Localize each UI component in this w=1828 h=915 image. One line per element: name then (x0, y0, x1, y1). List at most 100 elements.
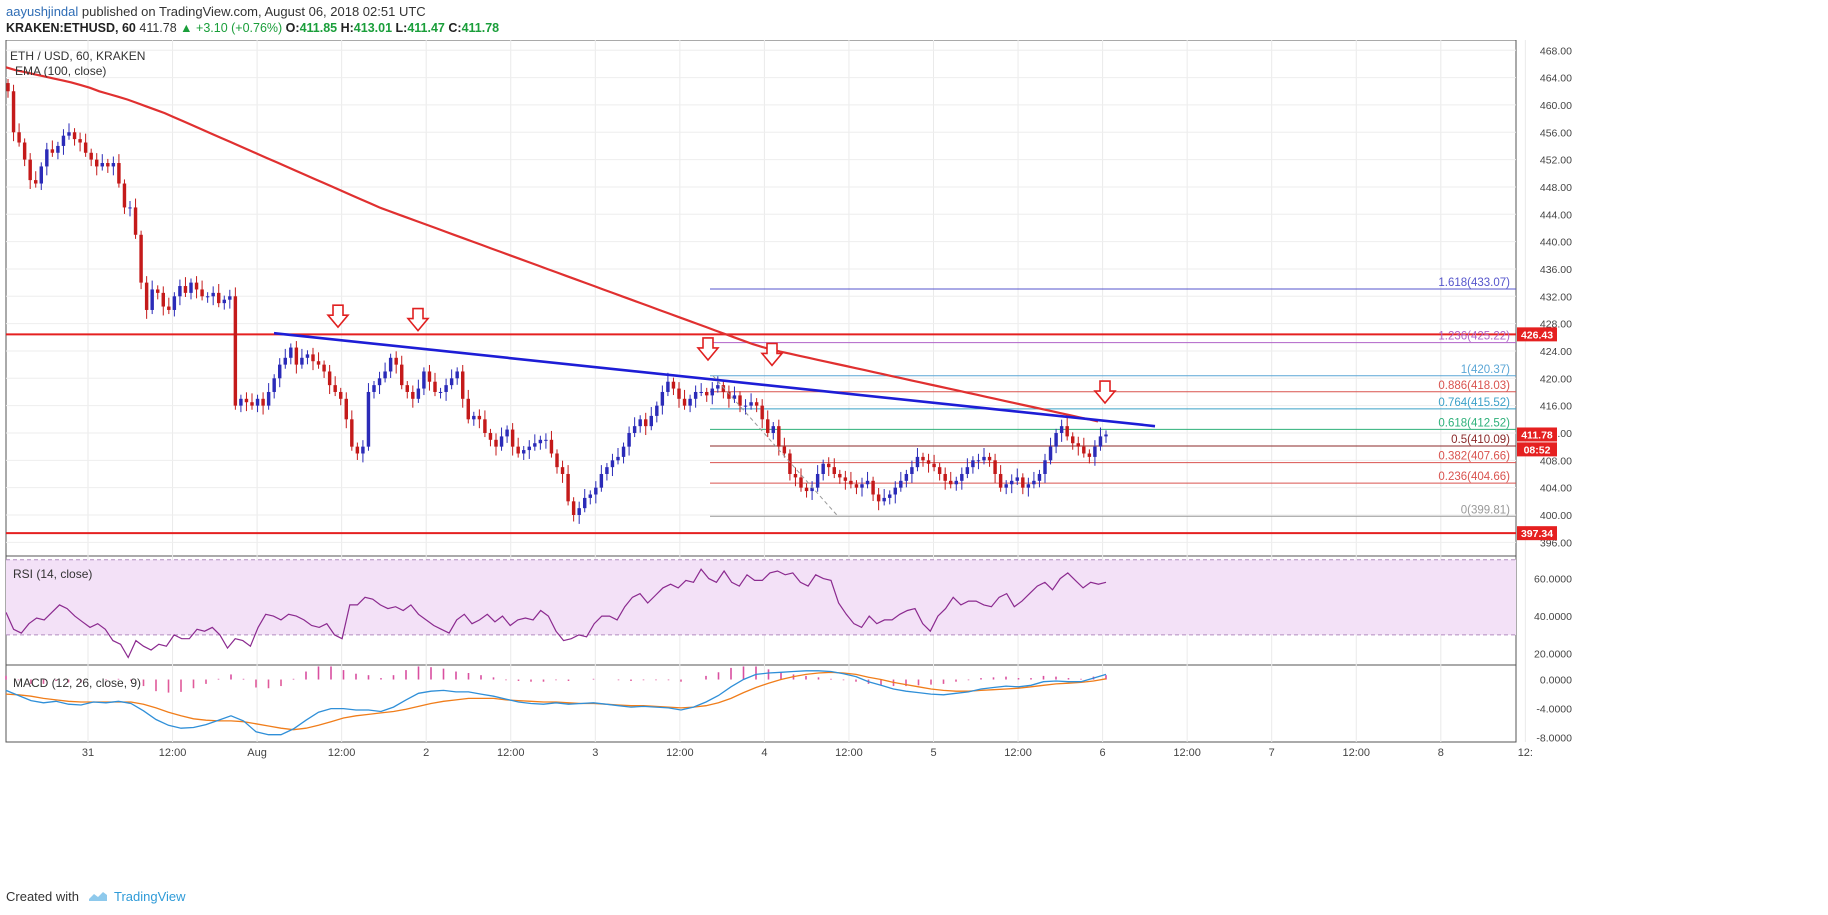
x-tick-label: 31 (82, 747, 94, 759)
candle-body (144, 282, 149, 310)
candle-body (255, 398, 260, 406)
price-change: ▲ +3.10 (+0.76%) (180, 21, 283, 35)
y-tick-label: 444.00 (1540, 209, 1572, 221)
candle-body (100, 163, 104, 167)
fib-level-label: 0.382(407.66) (1438, 451, 1510, 463)
candle-body (444, 385, 448, 392)
x-tick-label: 12:00 (328, 747, 356, 759)
close-value: 411.78 (461, 21, 500, 35)
candle-body (427, 371, 432, 382)
candle-body (871, 480, 875, 495)
high-value: 413.01 (353, 21, 393, 35)
candle-body (422, 371, 426, 389)
resistance-arrow-icon (1093, 380, 1117, 405)
candle-body (705, 391, 709, 396)
candle-body (366, 391, 371, 447)
candle-body (233, 296, 238, 406)
price-badge-label: 397.34 (1521, 528, 1553, 540)
created-with-text: Created with (6, 889, 79, 904)
candle-body (1037, 473, 1042, 481)
candle-body (716, 385, 720, 389)
y-tick-label: 396.00 (1540, 537, 1572, 549)
candle-body (56, 145, 60, 153)
candle-body (228, 296, 232, 300)
candle-body (621, 446, 626, 457)
candle-body (843, 477, 848, 481)
candle-body (483, 419, 487, 433)
candle-body (510, 429, 515, 447)
candle-body (466, 398, 470, 420)
candle-body (311, 354, 315, 362)
candle-body (438, 391, 443, 393)
candle-body (28, 159, 32, 181)
symbol-info: KRAKEN:ETHUSD, 60 411.78 ▲ +3.10 (+0.76%… (6, 21, 499, 35)
candle-body (1104, 434, 1108, 437)
candle-body (777, 426, 781, 447)
candle-body (1026, 484, 1031, 488)
candle-body (150, 289, 154, 310)
x-tick-label: 12:00 (1004, 747, 1032, 759)
candle-body (405, 385, 409, 392)
macd-tick-label: -8.0000 (1536, 733, 1572, 745)
candle-body (738, 395, 742, 406)
candle-body (339, 391, 343, 399)
candle-body (771, 426, 775, 433)
fib-level-label: 0.764(415.52) (1438, 397, 1510, 409)
candle-body (416, 388, 421, 399)
candle-body (971, 460, 975, 468)
chart-canvas[interactable]: 1.618(433.07) 1.236(425.22) 1(420.37) 0.886… (0, 40, 1828, 885)
candle-body (666, 381, 670, 392)
candle-body (472, 415, 476, 420)
author-link[interactable]: aayushjindal (6, 4, 79, 19)
candle-body (505, 429, 509, 437)
candle-body (560, 467, 565, 474)
candle-body (477, 415, 482, 420)
candle-body (949, 480, 953, 485)
x-tick-label: 3 (592, 747, 598, 759)
candle-body (599, 473, 604, 488)
candle-body (327, 371, 332, 386)
candle-body (11, 91, 16, 133)
y-tick-label: 416.00 (1540, 401, 1572, 413)
candle-body (133, 207, 138, 235)
rsi-tick-label: 40.0000 (1534, 611, 1572, 623)
tradingview-link[interactable]: TradingView (114, 889, 186, 904)
y-tick-label: 404.00 (1540, 483, 1572, 495)
fib-level-label: 0(399.81) (1461, 504, 1510, 516)
candle-body (965, 467, 970, 474)
macd-legend: MACD (12, 26, close, 9) (13, 676, 141, 690)
candle-body (749, 402, 753, 406)
candle-body (178, 286, 182, 297)
x-tick-label: 2 (423, 747, 429, 759)
candle-body (433, 381, 437, 392)
y-tick-label: 424.00 (1540, 346, 1572, 358)
symbol-name: KRAKEN:ETHUSD, 60 (6, 21, 136, 35)
y-tick-label: 436.00 (1540, 264, 1572, 276)
publish-info: aayushjindal published on TradingView.co… (6, 4, 426, 19)
candle-body (39, 166, 43, 184)
candle-body (383, 371, 387, 379)
price-badge-label: 411.78 (1521, 429, 1553, 441)
candle-body (893, 487, 897, 495)
candle-body (533, 443, 537, 447)
candle-body (200, 289, 204, 297)
candle-body (300, 357, 304, 365)
candle-body (799, 477, 803, 488)
candle-body (882, 497, 886, 502)
footer: Created with TradingView (6, 889, 186, 904)
candle-body (261, 398, 265, 406)
candle-body (400, 364, 404, 386)
candle-body (95, 159, 99, 167)
candle-body (222, 299, 226, 304)
tradingview-logo-icon[interactable] (88, 889, 107, 901)
fib-level-label: 1.236(425.22) (1438, 331, 1510, 343)
candle-body (244, 398, 249, 403)
candle-body (915, 456, 920, 468)
y-tick-label: 468.00 (1540, 45, 1572, 57)
candle-body (655, 405, 659, 416)
candle-body (943, 473, 947, 481)
candle-body (610, 460, 615, 468)
y-tick-label: 440.00 (1540, 237, 1572, 249)
candle-body (743, 405, 748, 407)
candle-body (804, 487, 809, 492)
